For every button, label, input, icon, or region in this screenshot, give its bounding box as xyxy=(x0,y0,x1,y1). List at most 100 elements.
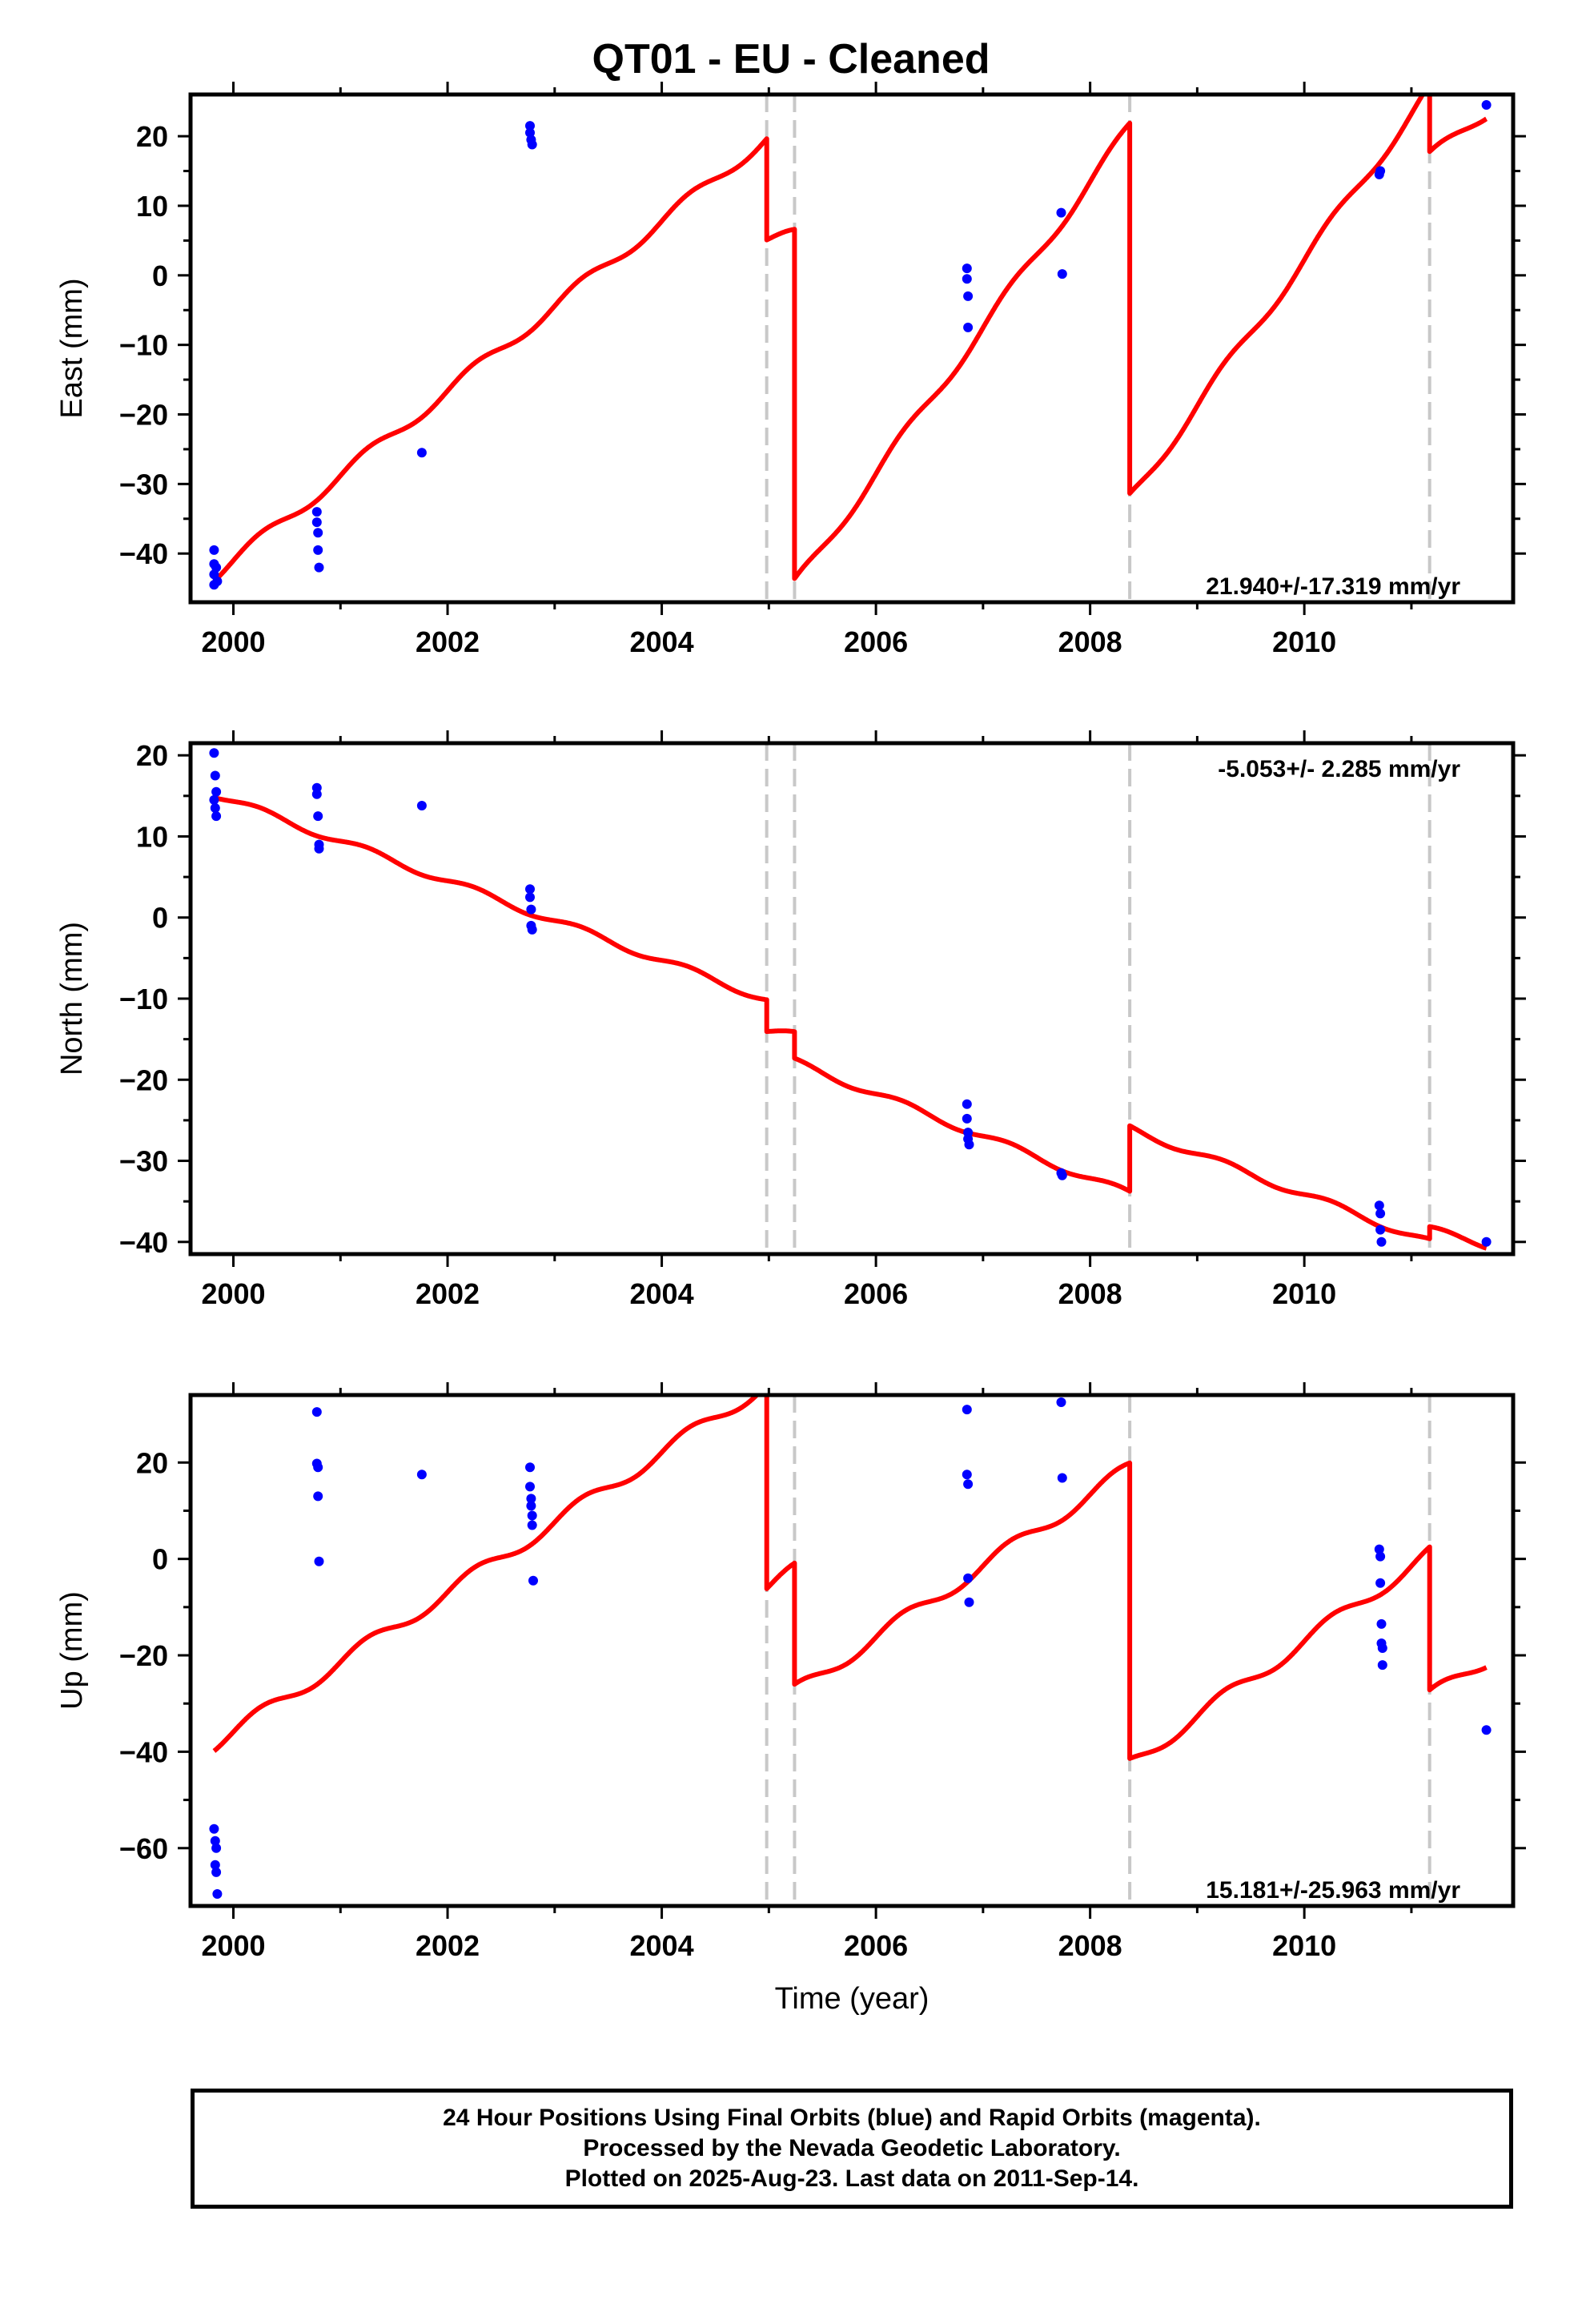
data-point xyxy=(416,1470,427,1480)
model-curve xyxy=(212,1395,1488,1761)
data-point xyxy=(313,528,323,538)
data-point xyxy=(314,562,324,573)
data-point xyxy=(1375,1208,1386,1219)
data-point xyxy=(1377,1660,1387,1671)
footer-line-2: Processed by the Nevada Geodetic Laborat… xyxy=(583,2135,1121,2161)
data-point xyxy=(313,545,323,555)
data-point xyxy=(209,794,219,805)
data-point xyxy=(526,1501,536,1511)
y-tick-label: −30 xyxy=(119,468,168,501)
x-tick-label: 2004 xyxy=(630,1277,694,1310)
data-point xyxy=(311,1407,322,1417)
y-axis-title: North (mm) xyxy=(55,922,89,1076)
y-tick-label: −30 xyxy=(119,1145,168,1178)
data-point xyxy=(210,1835,220,1846)
chart-title: QT01 - EU - Cleaned xyxy=(592,36,990,82)
data-point xyxy=(527,139,537,150)
data-point xyxy=(962,1113,972,1124)
y-axis-title: Up (mm) xyxy=(55,1591,89,1710)
footer-caption-box: 24 Hour Positions Using Final Orbits (bl… xyxy=(191,2089,1513,2209)
x-tick-label: 2000 xyxy=(201,1929,265,1962)
y-tick-label: −40 xyxy=(119,537,168,570)
y-tick-label: 0 xyxy=(152,902,168,935)
y-tick-label: 20 xyxy=(136,739,168,772)
y-tick-label: 10 xyxy=(136,190,168,223)
y-tick-label: −20 xyxy=(119,1639,168,1672)
model-curve xyxy=(212,795,1488,1251)
data-point xyxy=(525,884,535,895)
y-tick-label: −10 xyxy=(119,983,168,1015)
y-tick-label: 0 xyxy=(152,1543,168,1576)
data-point xyxy=(963,291,974,301)
data-point xyxy=(314,843,324,854)
x-tick-label: 2008 xyxy=(1058,1929,1122,1962)
data-point xyxy=(963,1479,974,1490)
data-point xyxy=(211,786,222,797)
plot-frame xyxy=(188,741,1516,1256)
x-tick-label: 2010 xyxy=(1272,1277,1336,1310)
data-point xyxy=(209,545,219,555)
data-point xyxy=(211,1843,222,1853)
data-point xyxy=(311,507,322,517)
data-point xyxy=(527,1520,537,1530)
x-tick-label: 2010 xyxy=(1272,1929,1336,1962)
data-point xyxy=(1057,1473,1067,1483)
data-point xyxy=(1375,1578,1386,1588)
footer-line-3: Plotted on 2025-Aug-23. Last data on 201… xyxy=(564,2165,1139,2192)
y-axis-title: East (mm) xyxy=(55,278,89,418)
data-point xyxy=(962,274,972,284)
data-point xyxy=(526,1494,536,1504)
x-tick-label: 2006 xyxy=(844,1277,908,1310)
y-tick-label: 20 xyxy=(136,1446,168,1479)
data-point xyxy=(525,892,535,903)
data-point xyxy=(210,770,220,781)
data-point xyxy=(211,1867,222,1877)
data-point xyxy=(212,576,223,586)
data-point xyxy=(311,789,322,799)
x-axis-title: Time (year) xyxy=(775,1982,930,2016)
data-point xyxy=(525,1482,535,1492)
panel-2: 2000 2002 2004 2006 2008 201020100−10−20−30−4… xyxy=(55,730,1526,1310)
y-tick-label: −40 xyxy=(119,1735,168,1768)
y-tick-label: 0 xyxy=(152,259,168,292)
data-point xyxy=(962,1470,972,1480)
y-tick-label: 10 xyxy=(136,820,168,853)
data-point xyxy=(962,1405,972,1415)
data-point xyxy=(211,562,222,573)
data-point xyxy=(962,263,972,274)
x-tick-label: 2002 xyxy=(416,625,480,658)
data-point xyxy=(1374,1200,1384,1211)
data-point xyxy=(1376,1618,1387,1629)
plot-frame xyxy=(188,1393,1516,1908)
data-point xyxy=(1057,269,1067,279)
footer-line-1: 24 Hour Positions Using Final Orbits (bl… xyxy=(443,2105,1261,2131)
data-point xyxy=(209,748,219,758)
data-point xyxy=(964,1140,974,1150)
data-point xyxy=(313,811,323,822)
x-tick-label: 2002 xyxy=(416,1277,480,1310)
x-tick-label: 2000 xyxy=(201,1277,265,1310)
x-tick-label: 2008 xyxy=(1058,625,1122,658)
x-tick-label: 2008 xyxy=(1058,1277,1122,1310)
x-tick-label: 2004 xyxy=(630,625,694,658)
x-tick-label: 2010 xyxy=(1272,625,1336,658)
data-point xyxy=(1056,207,1066,218)
y-tick-label: 20 xyxy=(136,120,168,153)
data-point xyxy=(210,803,220,813)
data-point xyxy=(962,1099,972,1109)
data-point xyxy=(1375,1551,1386,1562)
panel-1: 2000 2002 2004 2006 2008 201020100−10−20−30−4… xyxy=(55,82,1526,658)
data-point xyxy=(313,1491,323,1502)
data-point xyxy=(528,1575,538,1586)
data-point xyxy=(525,121,535,131)
plot-frame xyxy=(188,92,1516,605)
x-tick-label: 2006 xyxy=(844,1929,908,1962)
data-point xyxy=(1375,166,1386,176)
data-point xyxy=(1481,100,1492,110)
y-tick-label: −40 xyxy=(119,1226,168,1259)
data-point xyxy=(1057,1170,1067,1180)
rate-label: -5.053+/- 2.285 mm/yr xyxy=(1218,756,1460,782)
data-point xyxy=(1056,1397,1066,1407)
x-tick-label: 2000 xyxy=(201,625,265,658)
